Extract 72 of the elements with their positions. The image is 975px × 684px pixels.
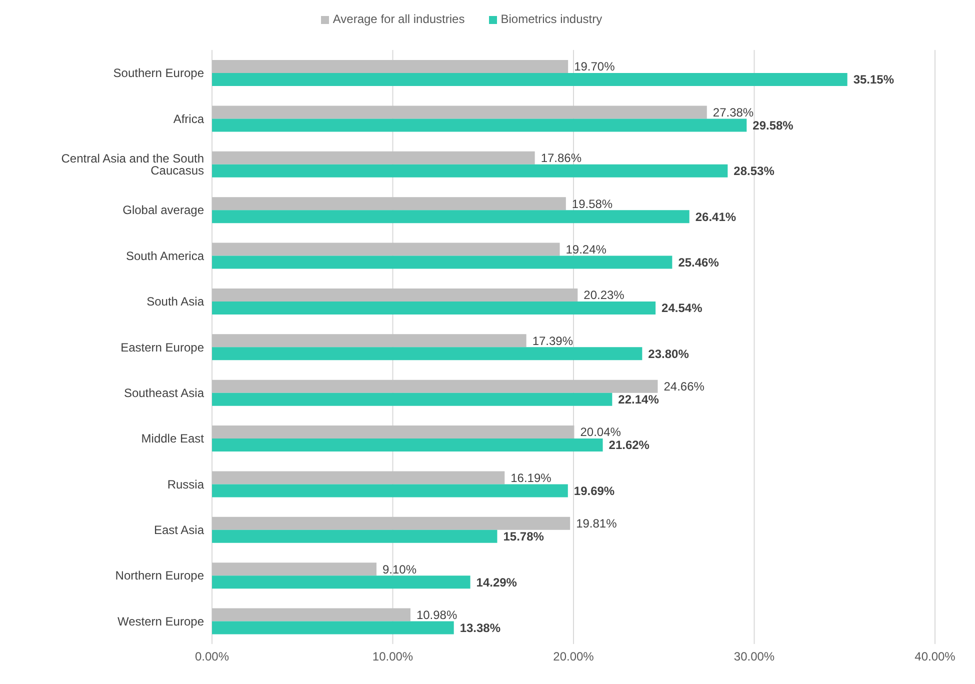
y-tick-label: Russia bbox=[167, 477, 204, 492]
bar bbox=[212, 256, 672, 269]
bar bbox=[212, 73, 848, 86]
bar bbox=[212, 288, 578, 302]
y-tick-label: Southeast Asia bbox=[124, 386, 204, 400]
legend-label: Average for all industries bbox=[332, 12, 465, 26]
data-label: 21.62% bbox=[608, 438, 650, 452]
data-label: 9.10% bbox=[382, 562, 417, 576]
bar bbox=[212, 197, 566, 210]
bar bbox=[212, 426, 574, 439]
y-tick-label: Global average bbox=[122, 203, 204, 218]
bar bbox=[212, 621, 454, 634]
bar bbox=[212, 392, 612, 406]
bar bbox=[212, 516, 570, 530]
data-label: 17.86% bbox=[540, 151, 582, 166]
data-label: 27.38% bbox=[712, 105, 754, 120]
data-label: 19.24% bbox=[566, 242, 607, 256]
data-label: 23.80% bbox=[648, 346, 690, 361]
data-label: 20.23% bbox=[584, 288, 625, 302]
x-tick-label: 20.00% bbox=[553, 650, 594, 664]
data-label: 29.58% bbox=[752, 118, 794, 132]
data-label: 24.54% bbox=[662, 301, 703, 316]
bar bbox=[212, 608, 410, 622]
y-tick-label: Middle East bbox=[141, 432, 205, 446]
data-label: 22.14% bbox=[618, 392, 660, 407]
bar bbox=[212, 576, 470, 589]
bar bbox=[212, 106, 707, 119]
y-tick-label: South Asia bbox=[146, 294, 204, 309]
data-label: 19.69% bbox=[574, 484, 615, 498]
x-tick-label: 0.00% bbox=[194, 650, 230, 664]
data-label: 19.58% bbox=[572, 196, 613, 211]
data-label: 15.78% bbox=[503, 530, 544, 544]
bar bbox=[212, 562, 376, 576]
x-tick-label: 40.00% bbox=[914, 650, 956, 664]
bar bbox=[212, 151, 535, 164]
y-tick-label: Western Europe bbox=[118, 614, 204, 628]
y-tick-label: East Asia bbox=[154, 523, 204, 538]
y-tick-label: Southern Europe bbox=[113, 66, 204, 80]
legend-label: Biometrics industry bbox=[500, 12, 602, 26]
data-label: 24.66% bbox=[664, 380, 705, 394]
bar bbox=[212, 380, 658, 393]
data-label: 26.41% bbox=[695, 210, 736, 224]
data-label: 25.46% bbox=[678, 255, 720, 270]
data-label: 19.70% bbox=[574, 60, 616, 74]
data-label: 10.98% bbox=[416, 608, 458, 622]
bar bbox=[212, 347, 642, 360]
data-label: 28.53% bbox=[734, 164, 775, 178]
bar bbox=[212, 334, 526, 348]
y-tick-label: South America bbox=[126, 248, 204, 263]
bar bbox=[212, 60, 568, 73]
y-tick-label: Africa bbox=[173, 112, 204, 126]
bar bbox=[212, 118, 747, 132]
x-tick-label: 30.00% bbox=[734, 650, 775, 664]
y-tick-label: Northern Europe bbox=[115, 568, 204, 583]
data-label: 20.04% bbox=[580, 425, 622, 440]
data-label: 16.19% bbox=[510, 470, 552, 485]
bar bbox=[212, 530, 498, 543]
bar bbox=[212, 242, 560, 256]
data-label: 13.38% bbox=[460, 621, 501, 636]
bar bbox=[212, 484, 568, 498]
data-label: 14.29% bbox=[476, 575, 518, 590]
data-label: 17.39% bbox=[532, 334, 574, 348]
x-tick-label: 10.00% bbox=[372, 650, 414, 664]
bar bbox=[212, 301, 656, 314]
y-tick-label: Central Asia and the South Caucasus bbox=[61, 151, 204, 178]
bar bbox=[212, 164, 728, 178]
data-label: 19.81% bbox=[576, 516, 618, 531]
bar bbox=[212, 210, 690, 224]
bar bbox=[212, 471, 505, 484]
data-label: 35.15% bbox=[853, 72, 894, 87]
bar bbox=[212, 438, 603, 452]
y-tick-label: Eastern Europe bbox=[120, 340, 204, 354]
